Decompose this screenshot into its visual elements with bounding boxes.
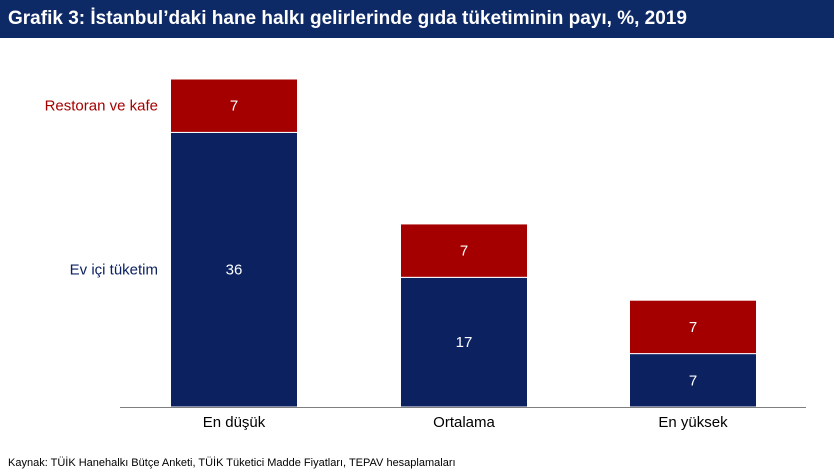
category-label: En düşük: [203, 414, 266, 431]
data-label: 7: [230, 98, 238, 115]
data-label: 17: [456, 334, 473, 351]
data-label: 7: [460, 243, 468, 260]
legend-label-restoran-ve-kafe: Restoran ve kafe: [45, 98, 158, 115]
source-note: Kaynak: TÜİK Hanehalkı Bütçe Anketi, TÜİ…: [8, 457, 456, 469]
data-label: 7: [689, 319, 697, 336]
title-bar: Grafik 3: İstanbul’daki hane halkı gelir…: [0, 0, 834, 38]
chart-title: Grafik 3: İstanbul’daki hane halkı gelir…: [8, 8, 687, 29]
data-label: 36: [226, 262, 243, 279]
bar-en-yuksek-restoran-ve-kafe: [629, 299, 757, 355]
data-label: 7: [689, 372, 697, 389]
bar-en-dusuk-ev-ici-tuketim: [170, 131, 298, 408]
legend-label-ev-ici-tuketim: Ev içi tüketim: [70, 262, 158, 279]
category-label: En yüksek: [658, 414, 728, 431]
category-label: Ortalama: [433, 414, 495, 431]
bar-ortalama-restoran-ve-kafe: [400, 223, 528, 278]
bar-en-dusuk-restoran-ve-kafe: [170, 78, 298, 133]
